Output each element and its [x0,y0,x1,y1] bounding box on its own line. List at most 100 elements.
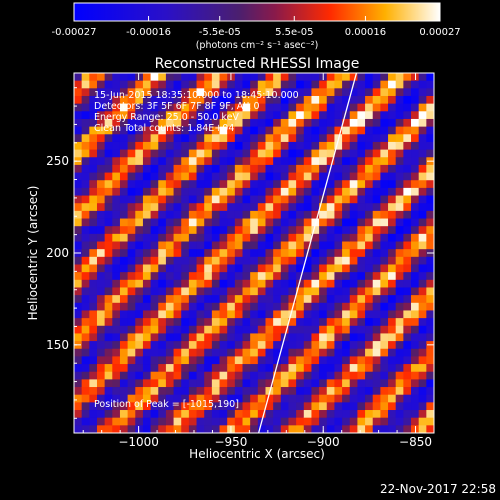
heatmap-cell [227,187,236,196]
heatmap-cell [89,218,98,227]
heatmap-cell [204,272,213,281]
heatmap-cell [342,111,351,120]
heatmap-cell [204,80,213,89]
heatmap-cell [388,80,397,89]
heatmap-cell [242,111,251,120]
heatmap-cell [142,325,151,334]
heatmap-cell [280,95,289,105]
heatmap-cell [127,111,136,120]
heatmap-cell [250,203,259,212]
heatmap-cell [96,364,106,373]
heatmap-cell [196,180,205,189]
heatmap-cell [257,272,266,281]
heatmap-cell [119,241,129,250]
heatmap-cell [204,333,213,342]
heatmap-cell [227,279,236,288]
heatmap-cell [181,149,190,158]
heatmap-cell [365,249,374,258]
heatmap-cell [296,118,305,128]
heatmap-cell [158,80,167,89]
heatmap-cell [411,402,420,411]
heatmap-cell [219,348,228,357]
heatmap-cell [365,410,374,419]
heatmap-cell [173,249,182,258]
heatmap-cell [426,134,434,143]
heatmap-cell [388,325,397,334]
heatmap-cell [227,356,236,365]
heatmap-cell [104,195,113,204]
heatmap-cell [112,134,121,143]
heatmap-cell [219,410,228,419]
heatmap-cell [173,310,182,319]
heatmap-cell [196,295,205,304]
heatmap-cell [158,387,167,396]
colorbar [73,2,441,22]
heatmap-cell [319,157,328,166]
heatmap-cell [303,203,312,212]
heatmap-cell [357,394,366,403]
heatmap-cell [273,333,282,342]
heatmap-cell [326,180,335,189]
heatmap-cell [388,279,397,288]
heatmap-cell [188,387,197,396]
heatmap-cell [303,80,312,89]
heatmap-cell [265,149,274,158]
heatmap-cell [365,264,374,273]
heatmap-cell [74,364,83,373]
heatmap-cell [280,310,289,319]
heatmap-cell [288,279,297,288]
heatmap-cell [173,410,182,419]
heatmap-cell [165,218,174,227]
heatmap-cell [242,80,251,89]
heatmap-cell [403,80,412,89]
heatmap-cell [380,249,389,258]
heatmap-cell [372,325,381,334]
heatmap-cell [181,141,190,150]
heatmap-cell [219,95,228,105]
heatmap-cell [296,279,305,288]
heatmap-cell [81,394,90,403]
heatmap-cell [326,410,335,419]
heatmap-cell [365,256,374,265]
heatmap-cell [150,379,159,388]
heatmap-cell [234,203,243,212]
heatmap-cell [280,264,289,273]
heatmap-cell [334,241,343,250]
heatmap-cell [242,233,251,242]
heatmap-cell [158,226,167,235]
heatmap-cell [319,134,328,143]
heatmap-cell [365,141,374,150]
heatmap-cell [188,356,197,365]
heatmap-cell [173,241,182,250]
heatmap-cell [395,295,404,304]
heatmap-cell [74,141,83,150]
heatmap-cell [211,256,220,265]
heatmap-cell [188,172,197,181]
heatmap-cell [112,118,121,128]
heatmap-cell [349,249,358,258]
heatmap-cell [204,302,213,311]
heatmap-cell [104,356,113,365]
heatmap-cell [388,103,397,112]
heatmap-cell [257,379,266,388]
heatmap-cell [227,318,236,327]
heatmap-cell [296,417,305,426]
heatmap-cell [334,371,343,380]
heatmap-cell [96,88,106,97]
heatmap-cell [319,164,328,173]
heatmap-cell [181,348,190,357]
heatmap-cell [388,134,397,143]
heatmap-cell [326,80,335,89]
heatmap-cell [257,310,266,319]
heatmap-cell [311,387,320,396]
heatmap-cell [288,410,297,419]
heatmap-cell [74,88,83,97]
heatmap-cell [219,111,228,120]
heatmap-cell [173,141,182,150]
heatmap-cell [395,126,404,135]
x-tick-label: −900 [307,435,340,449]
heatmap-cell [142,279,151,288]
heatmap-cell [365,172,374,181]
